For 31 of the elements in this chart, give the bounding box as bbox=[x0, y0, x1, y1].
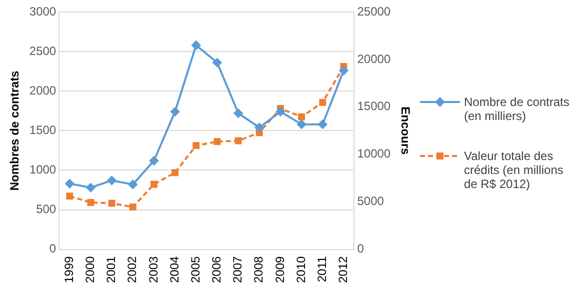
y2-axis-title: Encours bbox=[398, 106, 412, 155]
x-tick-label: 2000 bbox=[83, 256, 98, 284]
y2-tick-label: 15000 bbox=[357, 99, 391, 114]
x-tick-label: 2001 bbox=[104, 256, 118, 284]
x-tick-label: 2009 bbox=[272, 256, 287, 284]
x-tick-label: 2008 bbox=[252, 256, 266, 284]
y-tick-label: 2500 bbox=[29, 44, 56, 58]
y-tick-label: 1000 bbox=[29, 162, 56, 177]
y2-tick-label: 25000 bbox=[357, 4, 391, 18]
y-tick-label: 2000 bbox=[29, 83, 56, 98]
y-tick-label: 500 bbox=[36, 202, 56, 216]
x-tick-label: 2007 bbox=[230, 256, 245, 284]
x-tick-label: 2002 bbox=[125, 256, 140, 284]
x-tick-label: 2011 bbox=[314, 256, 329, 282]
x-tick-label: 2004 bbox=[167, 256, 182, 284]
y2-tick-label: 5000 bbox=[357, 194, 384, 208]
y2-tick-label: 10000 bbox=[357, 146, 391, 161]
x-tick-label: 2012 bbox=[336, 256, 350, 284]
x-tick-label: 1999 bbox=[62, 256, 76, 284]
y-axis-title: Nombres de contrats bbox=[8, 70, 22, 191]
legend-label: Nombre de contrats (en milliers) bbox=[464, 95, 570, 123]
y2-tick-label: 20000 bbox=[357, 52, 391, 66]
legend-label: Valeur totale des crédits (en millions de R$ 2012) bbox=[464, 149, 564, 191]
y2-tick-label: 0 bbox=[357, 242, 364, 256]
x-tick-label: 2010 bbox=[294, 256, 308, 284]
x-tick-label: 2005 bbox=[188, 256, 202, 284]
x-tick-label: 2003 bbox=[146, 256, 160, 284]
y-tick-label: 0 bbox=[49, 242, 56, 256]
x-tick-label: 2006 bbox=[210, 256, 224, 284]
y-tick-label: 3000 bbox=[29, 4, 56, 18]
y-tick-label: 1500 bbox=[29, 122, 56, 137]
